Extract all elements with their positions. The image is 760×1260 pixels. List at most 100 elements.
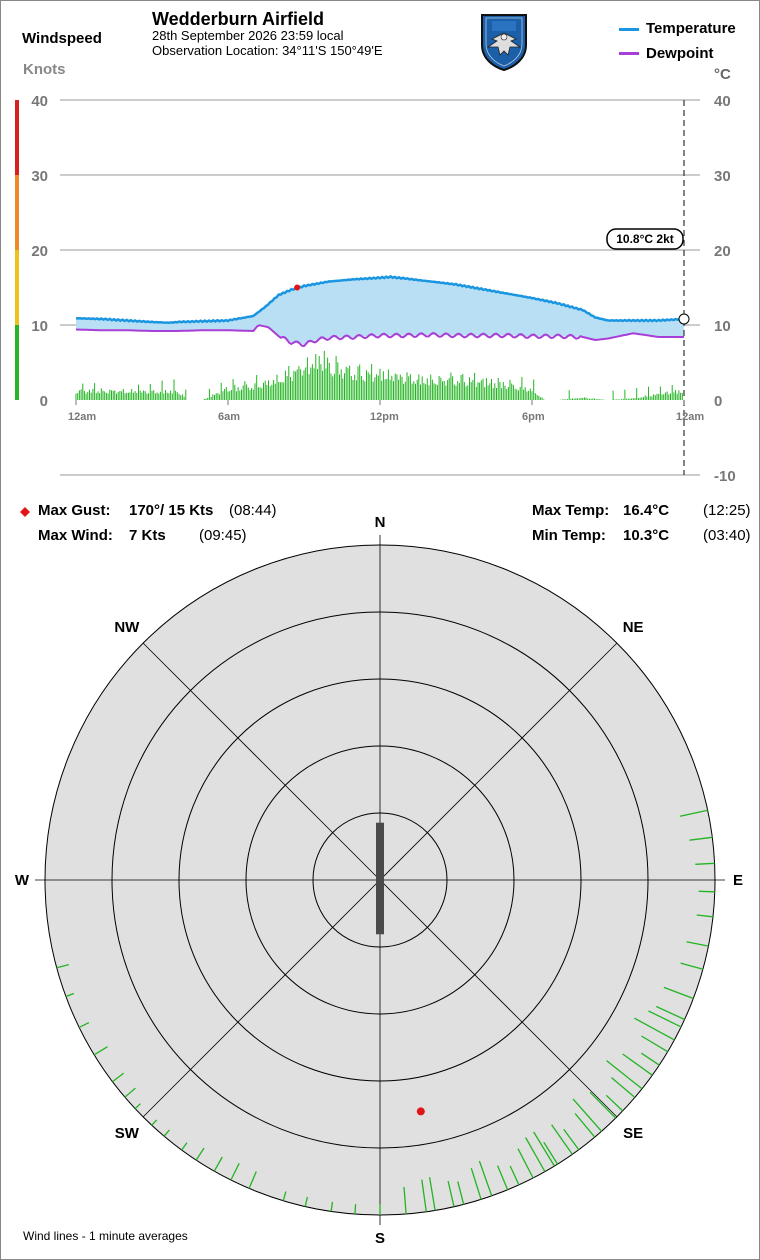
wind-line: [213, 1156, 223, 1172]
wind-line: [56, 963, 69, 969]
wind-line: [330, 1201, 334, 1212]
x-tick-label: 12am: [676, 411, 704, 423]
wind-line: [496, 1165, 509, 1191]
compass-label-e: E: [733, 872, 743, 889]
temperature-legend-label: Temperature: [646, 20, 736, 37]
current-reading-point: [678, 313, 690, 325]
wind-line: [403, 1186, 407, 1215]
wind-rose: N NE E SE S SW W NW: [15, 514, 743, 1247]
wind-line: [65, 992, 75, 998]
date-line: 28th September 2026 23:59 local: [152, 28, 344, 43]
right-tick-label: 30: [714, 168, 731, 185]
compass-label-se: SE: [623, 1125, 643, 1142]
wind-line: [695, 862, 715, 865]
location-line: Observation Location: 34°11'S 150°49'E: [152, 43, 383, 58]
scale-segment-1: [15, 175, 19, 250]
wind-line: [457, 1181, 465, 1205]
club-crest-logo: [481, 14, 527, 71]
compass-label-sw: SW: [115, 1125, 140, 1142]
windspeed-unit-label: Knots: [23, 61, 66, 78]
wind-line: [533, 1131, 555, 1167]
wind-line: [663, 986, 694, 1000]
rose-spoke: [379, 642, 618, 881]
right-tick-label: 10: [714, 318, 731, 335]
wind-line: [112, 1072, 125, 1083]
right-tick-label: 20: [714, 243, 731, 260]
wind-line: [656, 1005, 685, 1021]
wind-line: [689, 836, 713, 841]
current-reading-callout: [606, 228, 684, 250]
wind-line: [421, 1179, 427, 1212]
max-gust-point: [294, 284, 301, 291]
x-tick-label: 6am: [218, 411, 240, 423]
compass-label-ne: NE: [623, 619, 644, 636]
compass-label-n: N: [375, 514, 386, 531]
dewpoint-legend-label: Dewpoint: [646, 45, 714, 62]
wind-line: [563, 1128, 580, 1151]
max-gust-rose-point: [416, 1107, 425, 1116]
temperature-legend-swatch: [619, 28, 639, 31]
dewpoint-legend-swatch: [619, 52, 639, 55]
scale-segment-3: [15, 325, 19, 400]
x-tick-label: 12pm: [370, 411, 399, 423]
wind-line: [634, 1017, 675, 1041]
wind-line: [163, 1129, 170, 1137]
max-gust-time: (08:44): [229, 502, 277, 519]
rose-spoke: [379, 879, 618, 1118]
compass-label-nw: NW: [114, 619, 140, 636]
current-reading-label: 10.8°C 2kt: [616, 232, 674, 246]
scale-segment-2: [15, 250, 19, 325]
max-temp-label: Max Temp:: [532, 502, 610, 519]
wind-line: [134, 1103, 141, 1110]
wind-line: [151, 1119, 158, 1126]
left-tick-label: 20: [31, 243, 48, 260]
max-temp-value: 16.4°C: [623, 502, 670, 519]
time-series-chart: 0 10 20 30 40 -10 0 10 20 30 40 12am 6am 12pm 6pm 12am: [15, 93, 736, 485]
temp-unit-label: °C: [714, 66, 731, 83]
x-tick-label: 12am: [68, 411, 96, 423]
max-wind-value: 7 Kts: [129, 527, 166, 544]
footer-note: Wind lines - 1 minute averages: [23, 1229, 188, 1243]
wind-line: [181, 1142, 188, 1151]
min-temp-value: 10.3°C: [623, 527, 670, 544]
wind-line: [248, 1171, 257, 1189]
rose-spoke: [142, 642, 381, 881]
wind-line: [282, 1191, 287, 1201]
temperature-fill-area: [76, 277, 684, 345]
wind-line: [93, 1046, 108, 1056]
left-tick-label: 40: [31, 93, 48, 110]
wind-line: [680, 962, 704, 970]
max-wind-time: (09:45): [199, 527, 247, 544]
wind-line: [428, 1177, 436, 1211]
wind-line: [78, 1022, 90, 1028]
right-tick-label: -10: [714, 468, 736, 485]
left-tick-label: 30: [31, 168, 48, 185]
max-gust-value: 170°/ 15 Kts: [129, 502, 214, 519]
wind-line: [698, 890, 715, 893]
max-gust-label: Max Gust:: [38, 502, 111, 519]
gust-marker-icon: [20, 507, 30, 517]
wind-line: [447, 1180, 455, 1207]
compass-label-s: S: [375, 1230, 385, 1247]
wind-line: [230, 1163, 240, 1181]
max-wind-label: Max Wind:: [38, 527, 113, 544]
wind-line: [641, 1052, 660, 1066]
compass-label-w: W: [15, 872, 30, 889]
wind-line: [686, 941, 709, 947]
rose-spoke: [142, 879, 381, 1118]
wind-line: [574, 1113, 596, 1138]
right-tick-label: 0: [714, 393, 722, 410]
wind-line: [551, 1124, 573, 1155]
wind-line: [648, 1010, 682, 1028]
scale-segment-0: [15, 100, 19, 175]
wind-line: [641, 1035, 669, 1053]
wind-line: [572, 1098, 603, 1132]
wind-line: [470, 1168, 482, 1200]
temperature-line: [75, 274, 685, 325]
dewpoint-line: [75, 324, 684, 348]
wind-line: [517, 1148, 534, 1179]
station-title: Wedderburn Airfield: [152, 9, 325, 29]
wind-line: [124, 1087, 136, 1098]
wind-line: [606, 1060, 643, 1090]
left-tick-label: 10: [31, 318, 48, 335]
